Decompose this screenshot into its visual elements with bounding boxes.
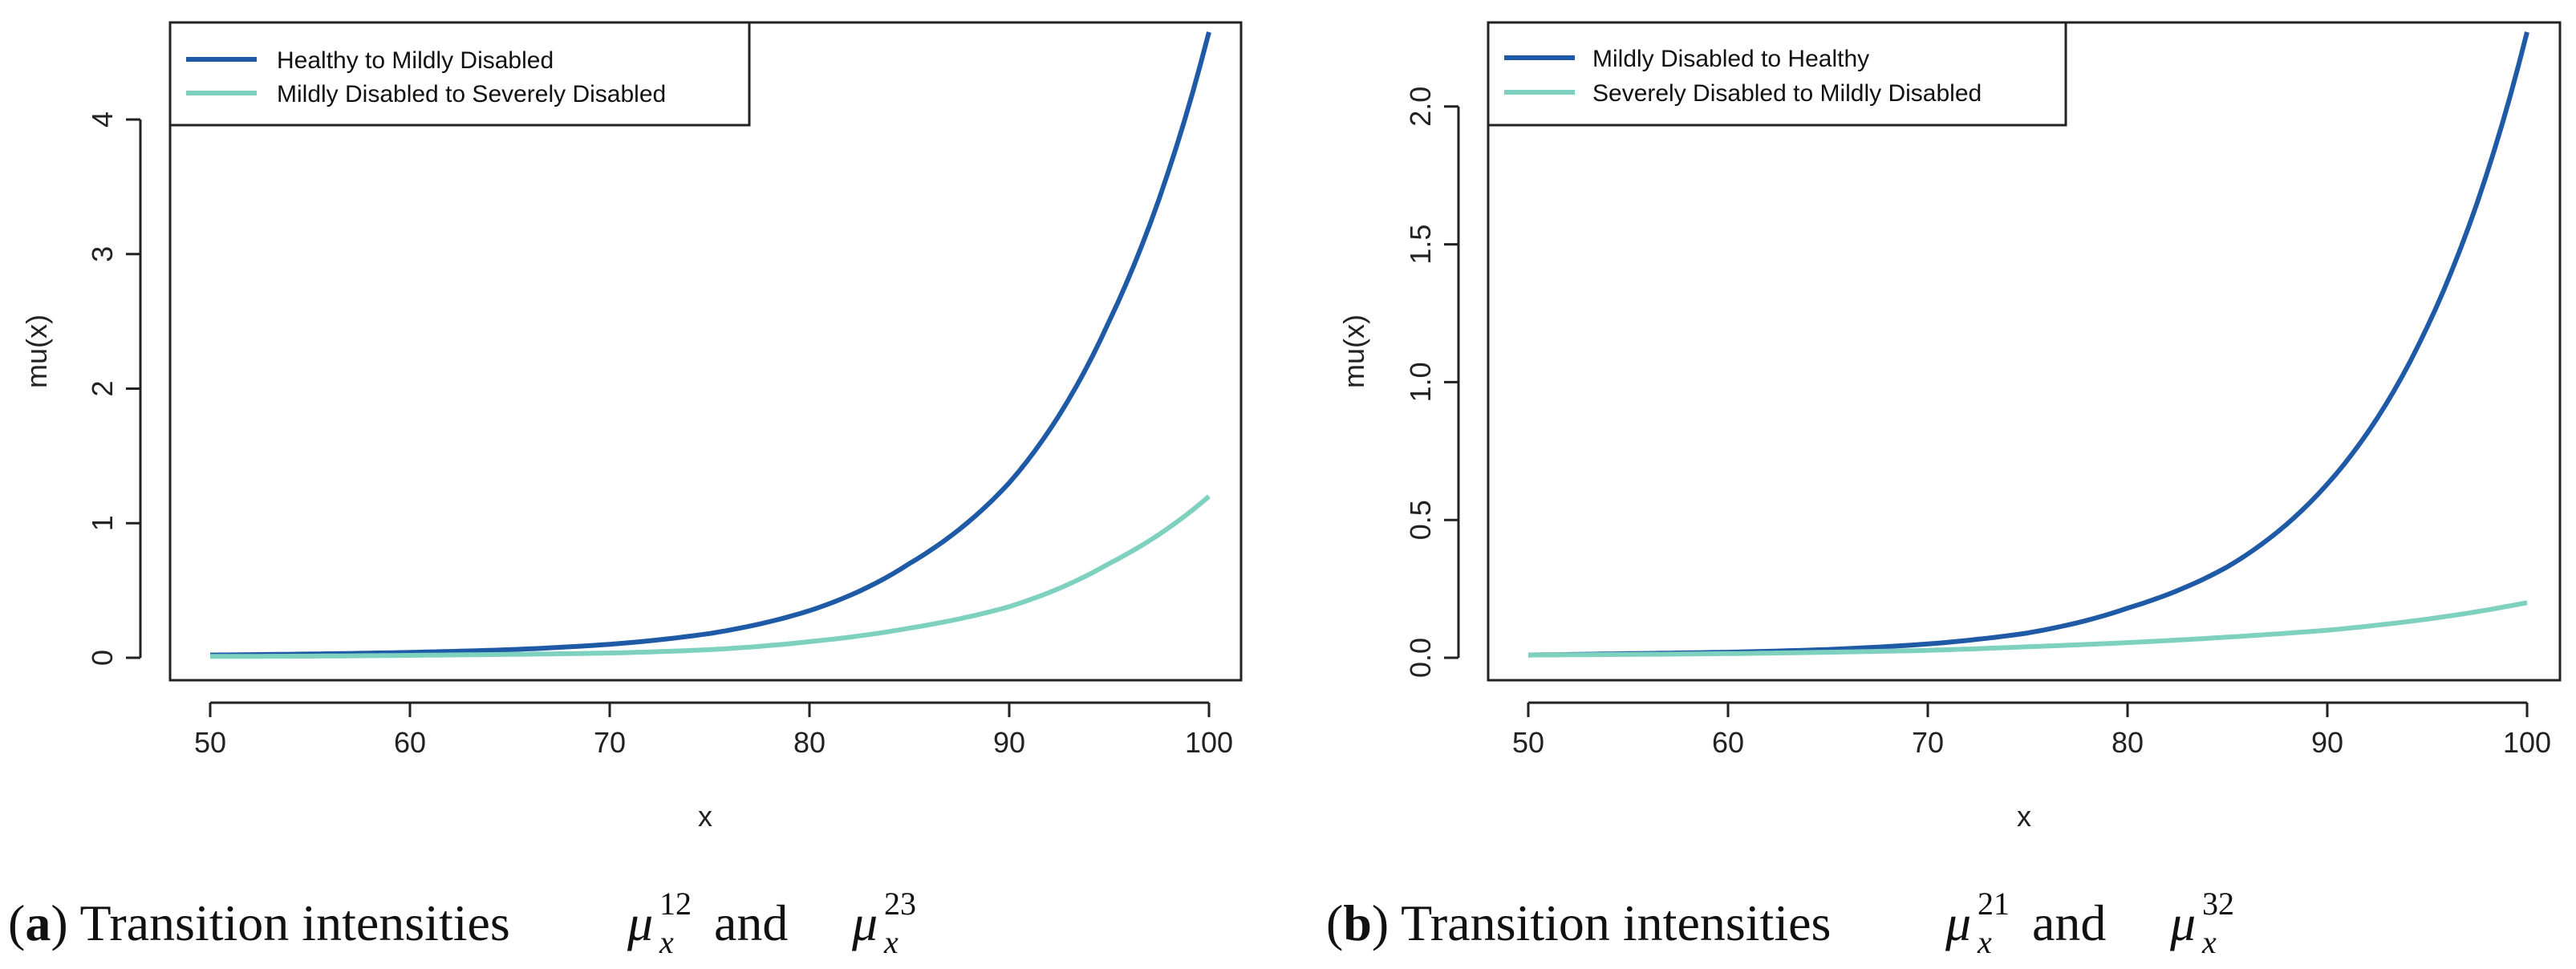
panel-a-caption-sub-2: x <box>883 924 899 960</box>
panel-b-series <box>1527 31 2529 658</box>
panel-b-legend-label-2: Severely Disabled to Mildly Disabled <box>1592 80 1982 107</box>
panel-b-legend: Mildly Disabled to Healthy Severely Disa… <box>1487 21 2067 127</box>
panel-a-caption-text: Transition intensities <box>79 894 509 951</box>
panel-a-caption-label: a <box>25 894 51 951</box>
panel-b-caption-and: and <box>2032 894 2106 951</box>
panel-a-x-tick-label: 100 <box>1185 726 1233 759</box>
panel-b-y-tick-label: 0.5 <box>1404 500 1437 540</box>
panel-b-x-tick-label: 60 <box>1712 726 1744 759</box>
panel-a-legend-label-2: Mildly Disabled to Severely Disabled <box>277 81 666 107</box>
panel-b-caption-sup-2: 32 <box>2202 886 2234 922</box>
panel-a-legend: Healthy to Mildly Disabled Mildly Disabl… <box>168 21 751 127</box>
panel-b-x-tick-label: 90 <box>2311 726 2343 759</box>
panel-a-y-tick-label: 2 <box>86 381 119 397</box>
panel-a-x-tick-label: 50 <box>194 726 226 759</box>
panel-a-x-tick-label: 60 <box>394 726 426 759</box>
panel-b-legend-label-1: Mildly Disabled to Healthy <box>1592 46 1869 72</box>
panel-a-x-tick-label: 90 <box>993 726 1025 759</box>
panel-a-y-tick-label: 1 <box>86 515 119 531</box>
panel-b-legend-box <box>1487 21 2067 127</box>
panel-a-series <box>209 31 1211 659</box>
panel-b-y-tick-label: 1.5 <box>1404 225 1437 265</box>
panel-b-x-tick-label: 80 <box>2112 726 2144 759</box>
panel-a-caption: (a) Transition intensities μ 12 x and μ … <box>8 886 916 960</box>
panel-b-x-tick-label: 70 <box>1912 726 1944 759</box>
panel-a-x-tick-label: 80 <box>793 726 826 759</box>
panel-a-y-axis-title: mu(x) <box>20 314 53 388</box>
panel-b-x-axis-title: x <box>2017 800 2031 833</box>
panel-a-series-1-line <box>209 31 1211 658</box>
panel-a-x-axis: 50 60 70 80 90 100 <box>194 701 1233 759</box>
panel-a-x-tick-label: 70 <box>594 726 626 759</box>
panel-b-caption-text: Transition intensities <box>1401 894 1831 951</box>
panel-a-caption-and: and <box>714 894 788 951</box>
svg-text:(b) Transition intensities: (b) Transition intensities <box>1326 894 1831 951</box>
panel-a-y-axis: 0 1 2 3 4 <box>86 111 142 666</box>
panel-a-y-tick-label: 3 <box>86 246 119 262</box>
panel-b-caption-mu-2: μ <box>2169 894 2196 951</box>
panel-a-legend-label-1: Healthy to Mildly Disabled <box>277 47 554 74</box>
panel-b-x-tick-label: 100 <box>2503 726 2551 759</box>
panel-b-y-axis: 0.0 0.5 1.0 1.5 2.0 <box>1404 87 1460 678</box>
panel-b-y-tick-label: 0.0 <box>1404 638 1437 678</box>
panel-a-caption-mu-1: μ <box>627 894 653 951</box>
panel-a-caption-sub-1: x <box>659 924 674 960</box>
panel-b-caption-sub-1: x <box>1977 924 1992 960</box>
panel-a-series-2-line <box>210 494 1211 659</box>
panel-b-y-tick-label: 2.0 <box>1404 87 1437 127</box>
panel-a-caption-sup-2: 23 <box>884 886 916 922</box>
panel-b-series-2-line <box>1527 600 2528 658</box>
panel-a-y-tick-label: 4 <box>86 111 119 128</box>
panel-b-x-tick-label: 50 <box>1512 726 1544 759</box>
svg-text:(a) Transition intensities: (a) Transition intensities <box>8 894 510 951</box>
panel-b-caption: (b) Transition intensities μ 21 x and μ … <box>1326 886 2234 960</box>
panel-a-x-axis-title: x <box>698 800 712 833</box>
panel-b-caption-sup-1: 21 <box>1978 886 2010 922</box>
panel-b-x-axis: 50 60 70 80 90 100 <box>1512 701 2551 759</box>
panel-b-caption-mu-1: μ <box>1945 894 1971 951</box>
panel-b-caption-label: b <box>1343 894 1372 951</box>
panel-b-chart: 50 60 70 80 90 100 0.0 0.5 1.0 1.5 2.0 x mu(x) Mi… <box>1326 21 2562 960</box>
panel-b-y-axis-title: mu(x) <box>1337 314 1370 388</box>
panel-a-y-tick-label: 0 <box>86 650 119 666</box>
panel-b-caption-sub-2: x <box>2201 924 2217 960</box>
panel-a-caption-mu-2: μ <box>851 894 878 951</box>
panel-a-caption-sup-1: 12 <box>659 886 692 922</box>
panel-a-legend-box <box>168 21 751 127</box>
panel-b-y-tick-label: 1.0 <box>1404 362 1437 402</box>
